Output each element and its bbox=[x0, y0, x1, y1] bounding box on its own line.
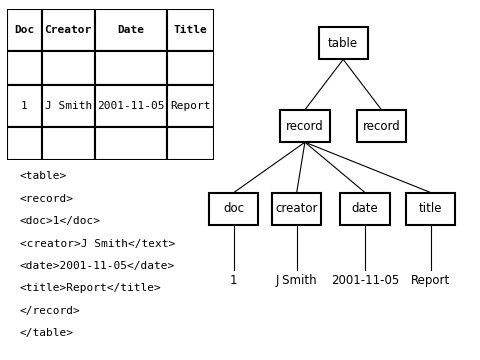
Bar bbox=[167, 85, 214, 127]
Bar bbox=[95, 85, 167, 127]
Text: <date>2001-11-05</date>: <date>2001-11-05</date> bbox=[20, 261, 175, 271]
Text: <creator>J Smith</text>: <creator>J Smith</text> bbox=[20, 238, 175, 248]
Bar bbox=[42, 51, 95, 85]
Bar bbox=[357, 110, 406, 142]
Bar bbox=[95, 127, 167, 160]
Text: J Smith: J Smith bbox=[276, 274, 317, 287]
Text: table: table bbox=[328, 37, 358, 50]
Text: doc: doc bbox=[223, 202, 244, 215]
Text: <record>: <record> bbox=[20, 194, 73, 204]
Bar bbox=[42, 127, 95, 160]
Bar bbox=[280, 110, 330, 142]
Text: <title>Report</title>: <title>Report</title> bbox=[20, 283, 161, 293]
Bar bbox=[167, 127, 214, 160]
Text: <table>: <table> bbox=[20, 171, 67, 181]
Bar bbox=[42, 85, 95, 127]
Bar bbox=[167, 9, 214, 51]
Text: Creator: Creator bbox=[45, 25, 92, 35]
Text: 2001-11-05: 2001-11-05 bbox=[97, 101, 165, 111]
Text: title: title bbox=[419, 202, 443, 215]
Text: Doc: Doc bbox=[14, 25, 35, 35]
Text: 1: 1 bbox=[230, 274, 238, 287]
Bar bbox=[272, 193, 321, 225]
Text: Title: Title bbox=[173, 25, 207, 35]
Bar bbox=[319, 27, 368, 59]
Text: </table>: </table> bbox=[20, 328, 73, 338]
Bar bbox=[95, 51, 167, 85]
Text: <doc>1</doc>: <doc>1</doc> bbox=[20, 216, 101, 226]
Text: date: date bbox=[352, 202, 378, 215]
Text: Report: Report bbox=[411, 274, 450, 287]
Text: </record>: </record> bbox=[20, 306, 80, 316]
Text: record: record bbox=[362, 120, 400, 132]
Text: Date: Date bbox=[117, 25, 144, 35]
Bar bbox=[340, 193, 390, 225]
Bar bbox=[7, 51, 42, 85]
Bar bbox=[7, 9, 42, 51]
Text: record: record bbox=[286, 120, 324, 132]
Bar bbox=[7, 127, 42, 160]
Bar bbox=[167, 51, 214, 85]
Text: 1: 1 bbox=[21, 101, 28, 111]
Bar bbox=[95, 9, 167, 51]
Bar bbox=[406, 193, 456, 225]
Text: 2001-11-05: 2001-11-05 bbox=[331, 274, 399, 287]
Bar bbox=[42, 9, 95, 51]
Bar bbox=[209, 193, 258, 225]
Text: Report: Report bbox=[170, 101, 210, 111]
Bar bbox=[7, 85, 42, 127]
Text: J Smith: J Smith bbox=[45, 101, 92, 111]
Text: creator: creator bbox=[276, 202, 318, 215]
